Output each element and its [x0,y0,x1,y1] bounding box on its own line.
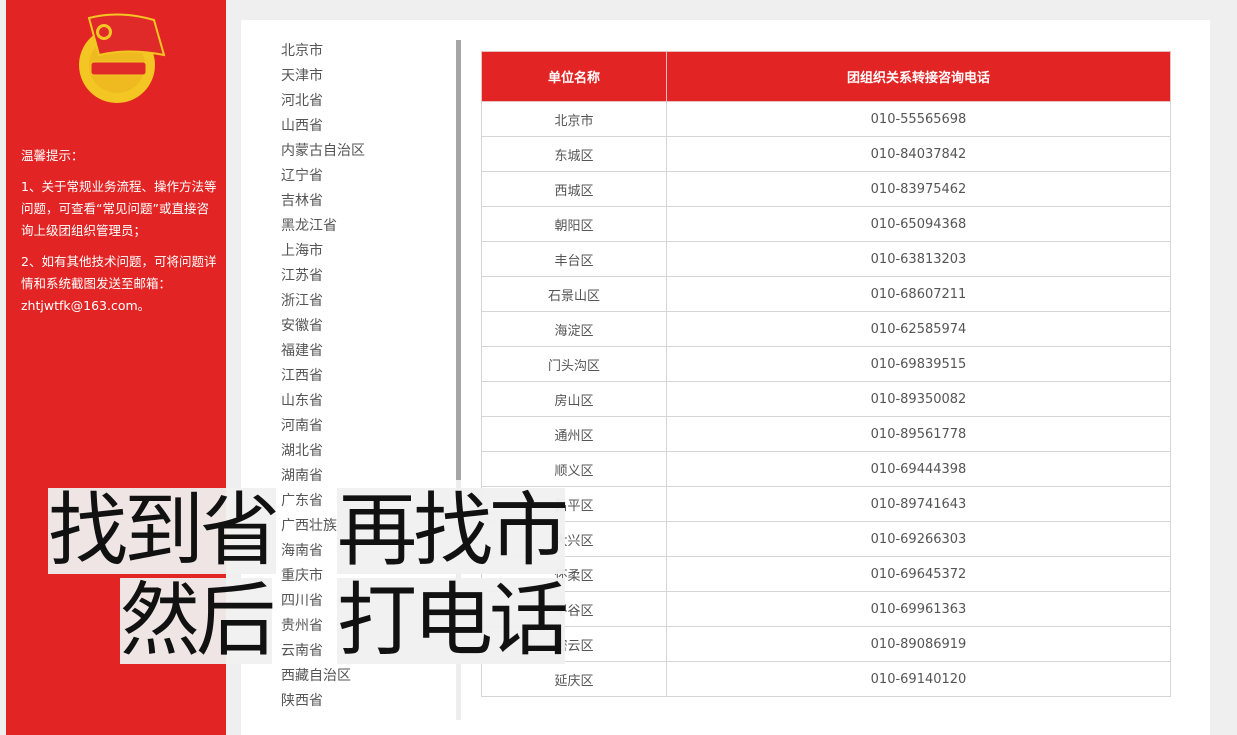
province-item[interactable]: 浙江省 [281,293,323,309]
unit-name-cell: 通州区 [481,416,667,452]
unit-name-cell: 门头沟区 [481,346,667,382]
unit-name-cell: 丰台区 [481,241,667,277]
province-list-scrollbar[interactable] [456,40,461,720]
province-item[interactable]: 西藏自治区 [281,668,351,684]
header-unit-name: 单位名称 [481,51,667,102]
unit-name-cell: 北京市 [481,101,667,137]
overlay-caption-line1a: 找到省 [48,484,280,577]
overlay-caption-line2a: 然后 [120,574,276,667]
contact-table: 单位名称 团组织关系转接咨询电话 北京市 010-55565698 东城区 010-8… [481,51,1171,697]
table-row: 大兴区 010-69266303 [481,521,1171,557]
table-row: 石景山区 010-68607211 [481,276,1171,312]
phone-cell: 010-89086919 [666,626,1171,662]
phone-cell: 010-69961363 [666,591,1171,627]
unit-name-cell: 顺义区 [481,451,667,487]
province-item[interactable]: 云南省 [281,643,323,659]
tips: 温馨提示： 1、关于常规业务流程、操作方法等问题，可查看“常见问题”或直接咨询上… [21,145,221,326]
table-row: 顺义区 010-69444398 [481,451,1171,487]
province-item[interactable]: 海南省 [281,543,323,559]
province-item[interactable]: 江西省 [281,368,323,384]
tip-2: 2、如有其他技术问题，可将问题详情和系统截图发送至邮箱：zhtjwtfk@163… [21,254,217,313]
phone-cell: 010-89741643 [666,486,1171,522]
table-row: 密云区 010-89086919 [481,626,1171,662]
province-item[interactable]: 贵州省 [281,618,323,634]
table-row: 门头沟区 010-69839515 [481,346,1171,382]
table-row: 延庆区 010-69140120 [481,661,1171,697]
province-item[interactable]: 四川省 [281,593,323,609]
province-item[interactable]: 河南省 [281,418,323,434]
youth-league-emblem-logo [79,13,166,103]
province-item[interactable]: 福建省 [281,343,323,359]
overlay-text: 然后 [120,574,276,667]
province-item[interactable]: 河北省 [281,93,323,109]
province-item[interactable]: 广东省 [281,493,323,509]
phone-cell: 010-69266303 [666,521,1171,557]
province-item[interactable]: 江苏省 [281,268,323,284]
table-row: 怀柔区 010-69645372 [481,556,1171,592]
scrollbar-thumb[interactable] [456,40,461,480]
province-item[interactable]: 湖北省 [281,443,323,459]
province-item[interactable]: 湖南省 [281,468,323,484]
province-item[interactable]: 黑龙江省 [281,218,337,234]
province-item[interactable]: 山东省 [281,393,323,409]
province-item[interactable]: 吉林省 [281,193,323,209]
phone-cell: 010-62585974 [666,311,1171,347]
table-row: 海淀区 010-62585974 [481,311,1171,347]
table-row: 昌平区 010-89741643 [481,486,1171,522]
province-item[interactable]: 天津市 [281,68,323,84]
header-phone: 团组织关系转接咨询电话 [666,51,1171,102]
unit-name-cell: 延庆区 [481,661,667,697]
sidebar: 温馨提示： 1、关于常规业务流程、操作方法等问题，可查看“常见问题”或直接咨询上… [6,0,226,735]
phone-cell: 010-68607211 [666,276,1171,312]
table-row: 西城区 010-83975462 [481,171,1171,207]
province-item[interactable]: 陕西省 [281,693,323,709]
province-item[interactable]: 北京市 [281,43,323,59]
province-item[interactable]: 安徽省 [281,318,323,334]
table-row: 房山区 010-89350082 [481,381,1171,417]
province-item[interactable]: 内蒙古自治区 [281,143,365,159]
phone-cell: 010-89561778 [666,416,1171,452]
table-row: 东城区 010-84037842 [481,136,1171,172]
unit-name-cell: 海淀区 [481,311,667,347]
province-item[interactable]: 辽宁省 [281,168,323,184]
phone-cell: 010-89350082 [666,381,1171,417]
province-item[interactable]: 山西省 [281,118,323,134]
content-panel: 北京市 天津市 河北省 山西省 内蒙古自治区 辽宁省 吉林省 黑龙江省 上海市 江苏省 浙江省 安徽省… [241,20,1210,735]
overlay-caption-line2b: 打电话 [337,574,569,667]
phone-cell: 010-69839515 [666,346,1171,382]
table-row: 北京市 010-55565698 [481,101,1171,137]
unit-name-cell: 朝阳区 [481,206,667,242]
province-item[interactable]: 上海市 [281,243,323,259]
phone-cell: 010-84037842 [666,136,1171,172]
phone-cell: 010-63813203 [666,241,1171,277]
tips-title: 温馨提示： [21,148,84,163]
phone-cell: 010-55565698 [666,101,1171,137]
province-list: 北京市天津市河北省山西省内蒙古自治区 辽宁省吉林省黑龙江省上海市江苏省浙江省安徽省… [281,40,365,715]
tip-1: 1、关于常规业务流程、操作方法等问题，可查看“常见问题”或直接咨询上级团组织管理… [21,179,217,238]
unit-name-cell: 东城区 [481,136,667,172]
phone-cell: 010-69444398 [666,451,1171,487]
province-item[interactable]: 广西壮族 [281,518,337,534]
phone-cell: 010-69140120 [666,661,1171,697]
table-row: 丰台区 010-63813203 [481,241,1171,277]
table-row: 朝阳区 010-65094368 [481,206,1171,242]
unit-name-cell: 房山区 [481,381,667,417]
province-item[interactable]: 重庆市 [281,568,323,584]
unit-name-cell: 石景山区 [481,276,667,312]
overlay-caption-line1b: 再找市 [337,484,569,577]
phone-cell: 010-69645372 [666,556,1171,592]
phone-cell: 010-83975462 [666,171,1171,207]
overlay-text: 打电话 [337,574,569,667]
table-row: 平谷区 010-69961363 [481,591,1171,627]
unit-name-cell: 西城区 [481,171,667,207]
table-row: 通州区 010-89561778 [481,416,1171,452]
phone-cell: 010-65094368 [666,206,1171,242]
overlay-text: 找到省 [48,484,280,577]
overlay-text: 再找市 [337,484,569,577]
